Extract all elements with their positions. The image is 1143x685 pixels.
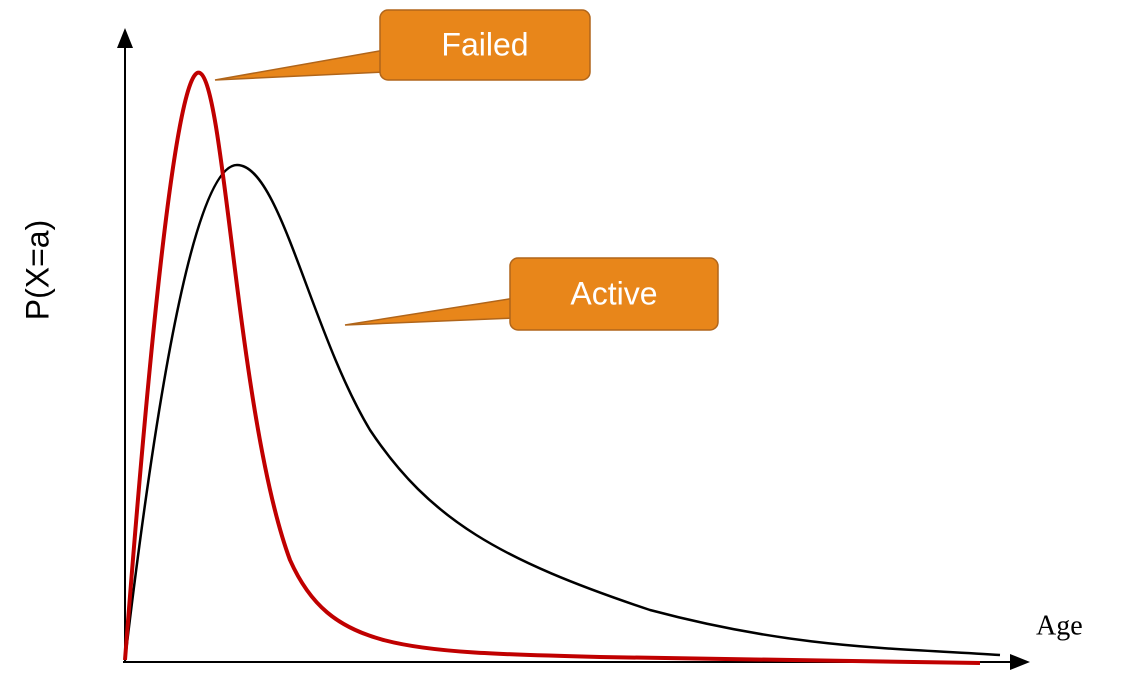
callout-join (383, 48, 391, 72)
callout-box (379, 9, 591, 81)
callout-pointer (214, 49, 386, 81)
x-axis-label: Age (1036, 610, 1083, 641)
active-curve (123, 163, 1001, 661)
callout-label: Failed (441, 26, 528, 62)
y-axis-label: P(X=a) (19, 220, 55, 320)
callout-label: Active (570, 275, 657, 311)
failed-curve (123, 70, 981, 665)
x-axis-arrow (1010, 654, 1030, 670)
y-axis-arrow (117, 28, 133, 48)
callout-box (509, 257, 719, 331)
callout-pointer (344, 297, 516, 326)
callout-join (513, 296, 521, 320)
